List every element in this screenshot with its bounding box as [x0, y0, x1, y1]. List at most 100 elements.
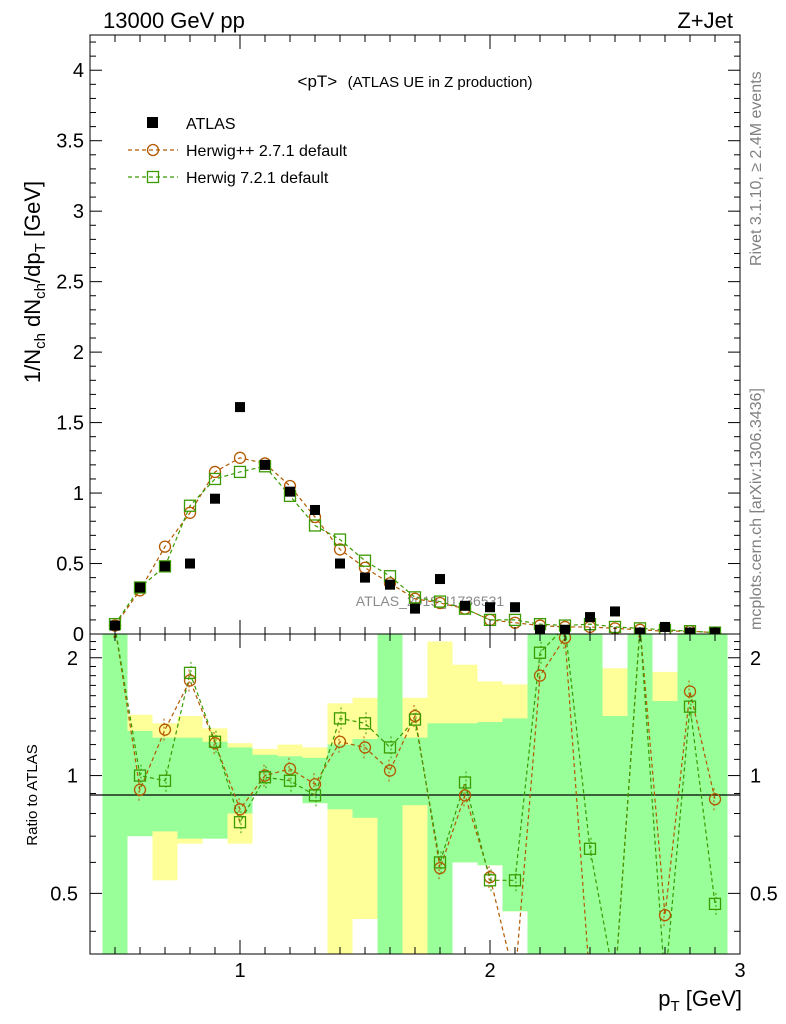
herwigpp-point — [358, 561, 372, 574]
herwigpp-ratio-point — [383, 764, 397, 777]
plot-title-sub: (ATLAS UE in Z production) — [348, 74, 533, 91]
herwig7-point — [133, 581, 147, 594]
plot-title-main: <pT> — [298, 72, 338, 91]
ratio-band-inner — [202, 741, 228, 839]
legend-marker-atlas — [147, 117, 158, 128]
atlas-point — [485, 602, 495, 613]
atlas-point — [110, 620, 120, 631]
herwigpp-ratio-point — [683, 685, 697, 698]
herwig7-point — [333, 533, 347, 546]
atlas-point — [310, 504, 320, 515]
main-y-tick-label: 0.5 — [56, 554, 84, 576]
header-right: Z+Jet — [677, 8, 733, 33]
ratio-band-inner — [627, 634, 653, 954]
ratio-band-inner — [652, 701, 678, 954]
herwig7-point — [683, 625, 697, 634]
atlas-point — [585, 612, 595, 623]
ratio-y-tick-label-right: 2 — [750, 648, 761, 670]
herwig7-ratio-point — [233, 816, 247, 829]
x-tick-label: 2 — [484, 960, 495, 982]
legend: ATLAS Herwig++ 2.7.1 default Herwig 7.2.… — [128, 116, 348, 187]
x-tick-label: 3 — [734, 960, 745, 982]
atlas-point — [160, 561, 170, 572]
herwig7-ratio-point — [533, 646, 547, 659]
atlas-point — [435, 574, 445, 585]
main-y-tick-label: 3 — [73, 201, 84, 223]
herwigpp-point — [208, 465, 222, 479]
herwigpp-ratio-point — [183, 674, 197, 687]
ratio-band-inner — [127, 730, 153, 837]
ratio-band-inner — [677, 634, 703, 954]
atlas-point — [185, 558, 195, 569]
herwig7-point — [233, 465, 247, 479]
legend-marker-herwig7 — [146, 170, 160, 184]
herwig7-ratio-point — [483, 874, 497, 887]
herwigpp-ratio-point — [585, 979, 596, 990]
herwigpp-point — [333, 543, 347, 556]
herwig7-ratio-point — [383, 741, 397, 754]
ratio-band-inner — [177, 737, 203, 839]
ratio-band-inner — [302, 757, 328, 804]
plot-title: <pT> (ATLAS UE in Z production) — [298, 72, 533, 91]
herwigpp-ratio-point — [133, 783, 147, 796]
main-y-tick-label: 2 — [73, 342, 84, 364]
atlas-point — [610, 606, 620, 617]
herwig7-ratio-point — [433, 856, 447, 869]
main-y-tick-label: 1.5 — [56, 413, 84, 435]
herwigpp-ratio-point — [333, 735, 347, 748]
atlas-point — [135, 582, 145, 593]
herwigpp-ratio-point — [283, 762, 297, 776]
main-y-tick-label: 0 — [73, 624, 84, 646]
herwig7-point — [158, 560, 172, 573]
herwigpp-point — [183, 506, 197, 519]
herwig7-ratio-point — [708, 897, 722, 911]
herwig7-point — [208, 472, 222, 486]
atlas-point — [410, 603, 420, 614]
herwig7-ratio-point — [458, 776, 472, 789]
herwigpp-ratio-point — [358, 741, 372, 754]
herwig7-ratio-point — [308, 789, 322, 802]
legend-label-atlas: ATLAS — [186, 116, 236, 133]
herwigpp-ratio-point — [158, 723, 172, 736]
atlas-point — [260, 459, 270, 470]
ratio-panel: 0.5 0.5 1 1 2 2 1 2 3 — [50, 35, 778, 990]
herwig7-ratio-point — [258, 771, 272, 784]
atlas-point — [660, 621, 670, 632]
atlas-point — [210, 493, 220, 504]
ratio-band-inner — [402, 737, 428, 806]
ratio-band-inner — [552, 634, 578, 954]
herwigpp-ratio-point — [658, 908, 672, 922]
herwigpp-ratio-line — [115, 634, 716, 954]
ratio-band-inner — [352, 739, 378, 818]
herwig7-ratio-point — [408, 713, 422, 726]
herwigpp-ratio-point — [510, 975, 521, 986]
herwig7-ratio-point — [183, 666, 197, 680]
herwig7-ratio-point — [610, 979, 621, 990]
ratio-band-inner — [327, 744, 353, 810]
ratio-band-inner — [602, 715, 628, 954]
ratio-y-tick-label: 2 — [67, 648, 78, 670]
ratio-band-inner — [427, 723, 453, 954]
main-y-tick-label: 4 — [73, 60, 84, 82]
herwig7-point — [358, 554, 372, 567]
herwig7-point — [433, 595, 447, 608]
herwig7-ratio-point — [583, 842, 597, 855]
atlas-point — [360, 572, 370, 583]
herwigpp-ratio-point — [610, 979, 621, 990]
herwig7-point — [408, 591, 422, 604]
herwig7-ratio-point — [133, 769, 147, 782]
y-axis-title: 1/Nch dNch/dpT [GeV] — [20, 181, 49, 383]
atlas-point — [335, 558, 345, 569]
ratio-band-inner — [477, 722, 503, 866]
herwig7-ratio-point — [683, 700, 697, 713]
x-axis-title: pT [GeV] — [658, 986, 742, 1015]
herwigpp-ratio-point — [233, 803, 247, 816]
ratio-y-tick-label-right: 1 — [750, 766, 761, 788]
herwigpp-ratio-point — [483, 871, 497, 884]
ratio-band-inner — [377, 634, 403, 954]
herwig7-ratio-point — [333, 712, 347, 725]
legend-label-herwig7: Herwig 7.2.1 default — [186, 170, 329, 187]
ratio-band-inner — [227, 747, 253, 814]
herwigpp-ratio-point — [708, 793, 722, 806]
